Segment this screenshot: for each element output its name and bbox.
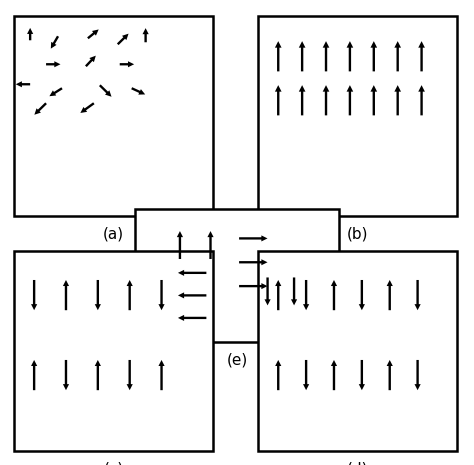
FancyArrow shape [303, 280, 309, 310]
FancyArrow shape [127, 360, 133, 390]
FancyArrow shape [158, 360, 164, 390]
FancyArrow shape [346, 85, 353, 115]
FancyArrow shape [63, 360, 69, 390]
FancyArrow shape [80, 102, 94, 113]
FancyArrow shape [394, 41, 401, 72]
FancyArrow shape [264, 278, 271, 306]
FancyArrow shape [394, 85, 401, 115]
FancyArrow shape [143, 28, 149, 42]
FancyArrow shape [239, 259, 267, 265]
FancyArrow shape [95, 360, 101, 390]
FancyArrow shape [49, 87, 63, 96]
FancyArrow shape [117, 33, 128, 45]
FancyArrow shape [275, 41, 282, 72]
Text: (c): (c) [104, 461, 124, 465]
FancyArrow shape [299, 41, 305, 72]
FancyArrow shape [46, 61, 61, 67]
FancyArrow shape [359, 360, 365, 390]
FancyArrow shape [51, 36, 59, 49]
FancyArrow shape [178, 270, 206, 276]
Bar [258, 16, 457, 216]
FancyArrow shape [414, 280, 420, 310]
Bar [135, 209, 339, 342]
Bar [14, 16, 213, 216]
FancyArrow shape [27, 28, 33, 40]
Text: (a): (a) [103, 226, 124, 241]
FancyArrow shape [178, 292, 206, 299]
FancyArrow shape [299, 85, 305, 115]
FancyArrow shape [120, 61, 134, 67]
Bar [258, 251, 457, 451]
FancyArrow shape [371, 41, 377, 72]
FancyArrow shape [178, 315, 206, 321]
FancyArrow shape [131, 87, 145, 94]
Bar [14, 251, 213, 451]
FancyArrow shape [331, 280, 337, 310]
FancyArrow shape [418, 85, 425, 115]
FancyArrow shape [239, 235, 267, 241]
FancyArrow shape [95, 280, 101, 310]
Text: (d): (d) [347, 461, 369, 465]
FancyArrow shape [371, 85, 377, 115]
FancyArrow shape [359, 280, 365, 310]
FancyArrow shape [331, 360, 337, 390]
FancyArrow shape [63, 280, 69, 310]
FancyArrow shape [275, 280, 282, 310]
FancyArrow shape [177, 231, 183, 259]
FancyArrow shape [87, 29, 99, 39]
FancyArrow shape [346, 41, 353, 72]
FancyArrow shape [127, 280, 133, 310]
FancyArrow shape [323, 85, 329, 115]
FancyArrow shape [16, 81, 30, 87]
FancyArrow shape [275, 360, 282, 390]
FancyArrow shape [387, 280, 393, 310]
FancyArrow shape [275, 85, 282, 115]
Text: (b): (b) [347, 226, 369, 241]
FancyArrow shape [31, 280, 37, 310]
FancyArrow shape [31, 360, 37, 390]
FancyArrow shape [158, 280, 164, 310]
Text: (e): (e) [227, 352, 247, 367]
FancyArrow shape [208, 231, 214, 259]
FancyArrow shape [323, 41, 329, 72]
FancyArrow shape [418, 41, 425, 72]
FancyArrow shape [291, 278, 297, 306]
FancyArrow shape [303, 360, 309, 390]
FancyArrow shape [414, 360, 420, 390]
FancyArrow shape [34, 102, 47, 115]
FancyArrow shape [99, 85, 111, 97]
FancyArrow shape [387, 360, 393, 390]
FancyArrow shape [85, 56, 96, 67]
FancyArrow shape [239, 283, 267, 289]
